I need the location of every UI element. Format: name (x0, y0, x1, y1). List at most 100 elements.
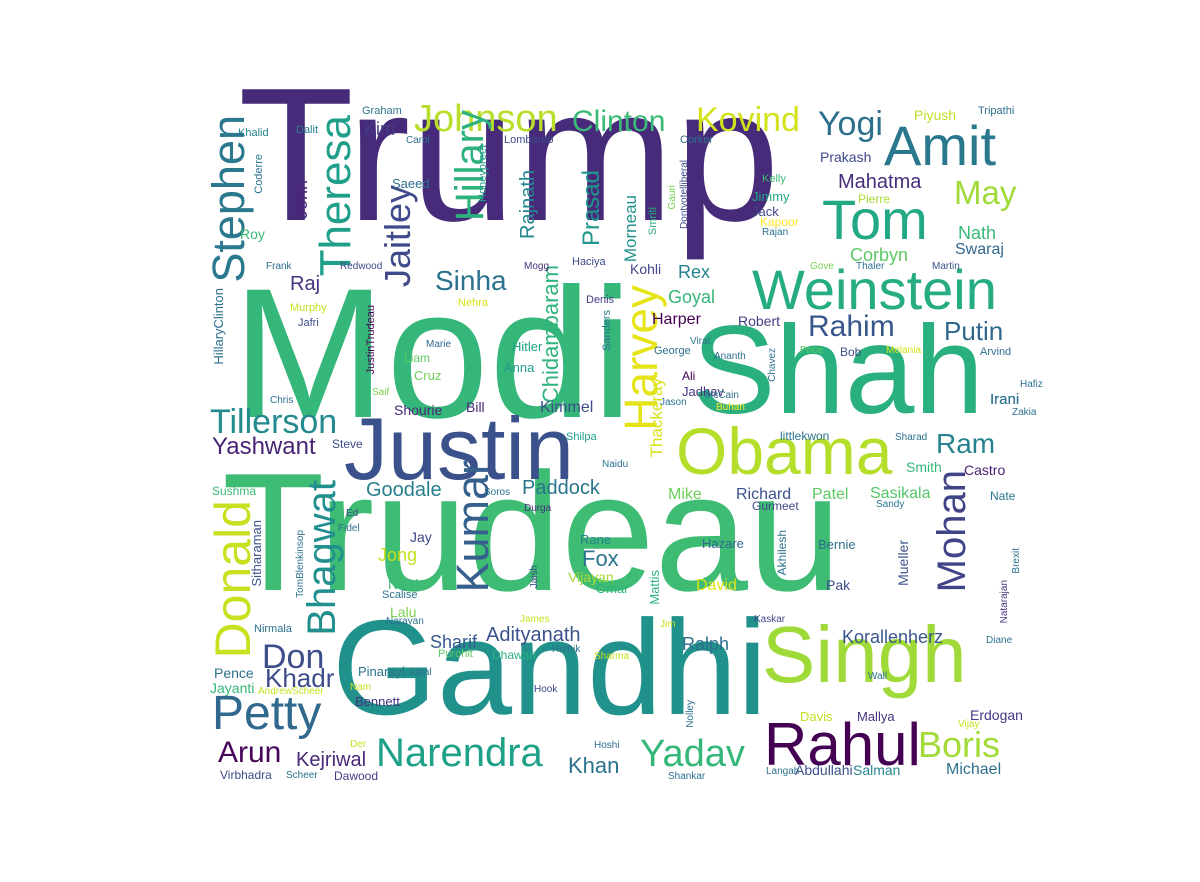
word-sharif: Sharif (430, 632, 478, 652)
word-trump: Trump (238, 49, 780, 261)
word-tomblenkinsop: TomBlenkinsop (295, 530, 306, 598)
word-paddock: Paddock (522, 477, 600, 499)
word-jaish: Jaish (529, 565, 540, 589)
word-vijay: Vijay (958, 719, 980, 730)
word-naidu: Naidu (602, 459, 629, 470)
word-saif: Saif (372, 387, 390, 398)
word-modi: Modi (232, 251, 633, 457)
word-nitish: Nitish (388, 576, 424, 592)
word-bernie: Bernie (818, 537, 856, 552)
word-graham: Graham (362, 105, 402, 117)
word-dalit: Dalit (296, 124, 319, 136)
word-justin: Justin (344, 399, 574, 498)
word-robert: Robert (738, 313, 781, 329)
word-gauri: Gauri (667, 185, 678, 210)
word-der: Der (350, 739, 367, 750)
word-nehra: Nehra (458, 297, 488, 309)
word-kumar: Kumar (447, 460, 498, 593)
word-shilpa: Shilpa (566, 431, 597, 443)
word-roy: Roy (240, 226, 265, 242)
word-singh: Singh (762, 610, 967, 699)
word-akhilesh: Akhilesh (775, 530, 789, 576)
word-irani: Irani (990, 391, 1020, 408)
word-virbhadra: Virbhadra (220, 768, 272, 782)
word-kovind: Kovind (696, 101, 800, 139)
word-wall: Wall (868, 671, 888, 682)
word-bob: Bob (840, 345, 862, 359)
word-sharad: Sharad (895, 432, 928, 443)
word-chidambaram: Chidambaram (538, 265, 563, 404)
word-honeypreet: Honeypreet (477, 145, 489, 202)
word-smriti: Smriti (647, 207, 659, 236)
word-clinton: Clinton (572, 105, 666, 138)
word-obama: Obama (676, 414, 893, 488)
word-cruz: Cruz (414, 368, 442, 383)
word-denis: Denis (586, 294, 615, 306)
word-jason: Jason (660, 397, 687, 408)
word-sushma: Sushma (212, 484, 257, 498)
word-bill: Bill (466, 399, 485, 415)
word-goyal: Goyal (668, 287, 716, 307)
word-hook: Hook (534, 684, 558, 695)
word-ralph: Ralph (682, 634, 730, 654)
word-hazare: Hazare (702, 536, 744, 551)
word-petty: Petty (212, 687, 322, 740)
word-anna: Anna (504, 360, 535, 375)
word-pinarayi: Pinarayi (358, 664, 405, 679)
word-theresa: Theresa (311, 115, 360, 277)
word-thackeray: Thackeray (647, 378, 666, 458)
word-shourie: Shourie (394, 402, 443, 418)
word-jimmy: Jimmy (752, 189, 790, 204)
word-redwood: Redwood (340, 261, 383, 272)
word-morneau: Morneau (621, 195, 640, 263)
word-patel: Patel (812, 486, 849, 503)
word-abdullahi: Abdullahi (795, 762, 853, 778)
word-haciya: Haciya (572, 256, 606, 268)
word-kaskar: Kaskar (754, 614, 786, 625)
word-lombardo: Lombardo (504, 134, 554, 146)
word-mahatma: Mahatma (838, 171, 922, 193)
word-nolley: Nolley (685, 700, 696, 728)
word-nath: Nath (958, 223, 997, 243)
word-jayanti: Jayanti (210, 680, 255, 696)
word-stephen: Stephen (203, 115, 254, 283)
word-natarajan: Natarajan (999, 580, 1010, 624)
word-martin: Martin (932, 261, 960, 272)
word-don: Don (262, 638, 325, 676)
word-jafri: Jafri (298, 317, 319, 329)
word-littlekwon: littlekwon (780, 429, 830, 443)
word-pak: Pak (826, 577, 851, 593)
word-gandhi: Gandhi (332, 592, 768, 743)
word-frank: Frank (266, 261, 292, 272)
word-dawood: Dawood (334, 769, 379, 783)
word-yashwant: Yashwant (212, 433, 316, 460)
word-corbyn: Corbyn (850, 245, 909, 265)
word-irani: Irani (990, 391, 1020, 408)
word-tillerson: Tillerson (210, 403, 338, 441)
word-george: George (654, 345, 691, 357)
word-weinstein: Weinstein (752, 258, 997, 321)
word-fox: Fox (582, 546, 619, 571)
word-shankar: Shankar (668, 771, 706, 782)
word-kapoor: Kapoor (760, 215, 799, 229)
word-arvind: Arvind (980, 346, 1012, 358)
word-mogg: Mogg (524, 261, 550, 272)
word-dontvotelliberal: Dontvotelliberal (679, 160, 690, 229)
word-prasad: Prasad (578, 170, 605, 247)
word-tom: Tom (822, 188, 928, 251)
word-pence: Pence (214, 665, 254, 681)
word-fidel: Fidel (338, 523, 360, 534)
word-brexit: Brexit (1011, 548, 1022, 574)
word-melania: Melania (886, 345, 922, 356)
word-nam: Nam (350, 682, 372, 693)
word-jong: Jong (378, 545, 418, 565)
word-shah: Shah (692, 301, 984, 440)
word-korallenherz: Korallenherz (842, 627, 944, 647)
word-kelly: Kelly (762, 173, 786, 185)
word-andrewscheer: AndrewScheer (258, 686, 324, 697)
word-gove: Gove (810, 261, 834, 272)
word-james: James (520, 614, 550, 625)
word-jaitley: Jaitley (377, 185, 418, 288)
word-dhawan: Dhawan (492, 648, 537, 662)
